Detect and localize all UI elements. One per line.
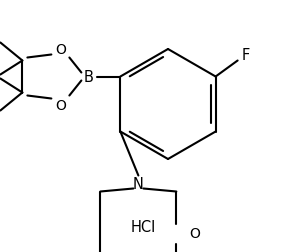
Text: HCl: HCl: [130, 220, 156, 235]
Text: N: N: [133, 176, 144, 191]
Text: O: O: [55, 42, 66, 56]
Text: O: O: [55, 98, 66, 112]
Text: B: B: [84, 70, 93, 85]
Text: F: F: [241, 48, 250, 63]
Text: O: O: [189, 227, 200, 241]
